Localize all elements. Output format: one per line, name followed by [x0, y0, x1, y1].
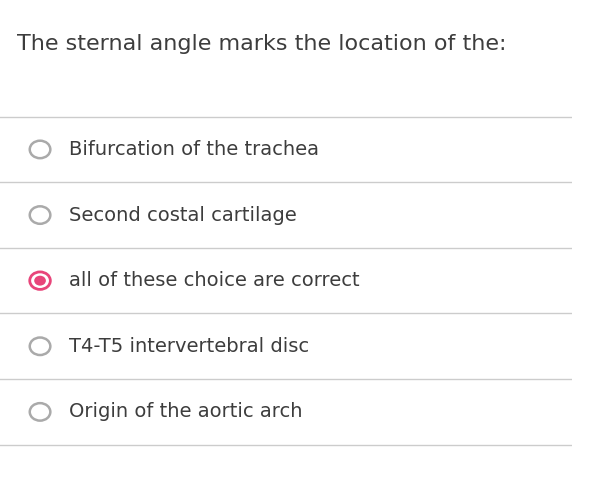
Circle shape	[30, 272, 50, 290]
Text: Origin of the aortic arch: Origin of the aortic arch	[68, 402, 302, 421]
Circle shape	[30, 206, 50, 224]
Text: all of these choice are correct: all of these choice are correct	[68, 271, 359, 290]
Text: The sternal angle marks the location of the:: The sternal angle marks the location of …	[17, 34, 507, 54]
Text: Bifurcation of the trachea: Bifurcation of the trachea	[68, 140, 319, 159]
Text: Second costal cartilage: Second costal cartilage	[68, 206, 296, 225]
Circle shape	[30, 141, 50, 158]
Circle shape	[34, 276, 46, 286]
Text: T4-T5 intervertebral disc: T4-T5 intervertebral disc	[68, 337, 309, 356]
Circle shape	[30, 338, 50, 355]
Circle shape	[30, 403, 50, 421]
